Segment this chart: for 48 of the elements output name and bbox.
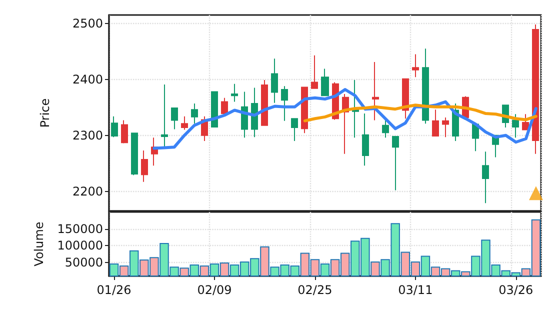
candlestick — [442, 116, 449, 138]
candlestick — [412, 54, 419, 78]
candlestick — [191, 102, 198, 124]
candlestick — [311, 54, 318, 89]
candlestick — [261, 79, 268, 126]
candlestick — [291, 118, 298, 142]
y-axis-title: Price — [38, 98, 52, 128]
line-series — [152, 88, 538, 150]
candlestick — [211, 91, 218, 128]
candlestick — [482, 151, 489, 204]
candlestick — [352, 79, 359, 138]
candlestick — [432, 109, 439, 136]
candlestick — [402, 78, 409, 120]
y-tick-label: 100000 — [57, 238, 103, 253]
x-tick-label: 02/25 — [298, 283, 332, 297]
candlestick — [532, 24, 539, 154]
candlestick — [422, 48, 429, 124]
candlestick — [382, 120, 389, 138]
y-axis-title: Volume — [32, 222, 46, 266]
candlestick — [522, 114, 529, 130]
y-tick-label: 2400 — [72, 72, 103, 86]
y-tick-label: 150000 — [57, 222, 103, 236]
candlestick — [121, 120, 128, 144]
y-tick-label: 2500 — [72, 16, 103, 30]
candlestick — [111, 116, 118, 138]
x-tick-label: 03/26 — [498, 283, 534, 297]
candlestick — [231, 83, 238, 102]
candlestick — [131, 132, 138, 176]
x-tick-label: 03/11 — [398, 283, 433, 297]
candlestick — [141, 150, 148, 182]
y-tick-label: 2300 — [72, 128, 103, 142]
x-tick-label: 02/09 — [197, 283, 232, 297]
candlestick — [251, 87, 258, 138]
candlestick — [271, 58, 278, 104]
candlestick — [372, 62, 379, 121]
candlestick — [362, 113, 369, 166]
candlestick — [392, 136, 399, 191]
candlestick — [281, 86, 288, 122]
candlestick — [512, 114, 519, 138]
candlestick — [181, 116, 188, 130]
candlestick — [171, 107, 178, 130]
candlestick — [221, 97, 228, 114]
candlestick — [161, 84, 168, 148]
line-series — [303, 104, 538, 122]
y-tick-label: 50000 — [64, 256, 103, 270]
x-tick-label: 01/26 — [96, 283, 132, 297]
y-tick-label: 2200 — [72, 184, 103, 198]
candlestick — [321, 68, 329, 96]
